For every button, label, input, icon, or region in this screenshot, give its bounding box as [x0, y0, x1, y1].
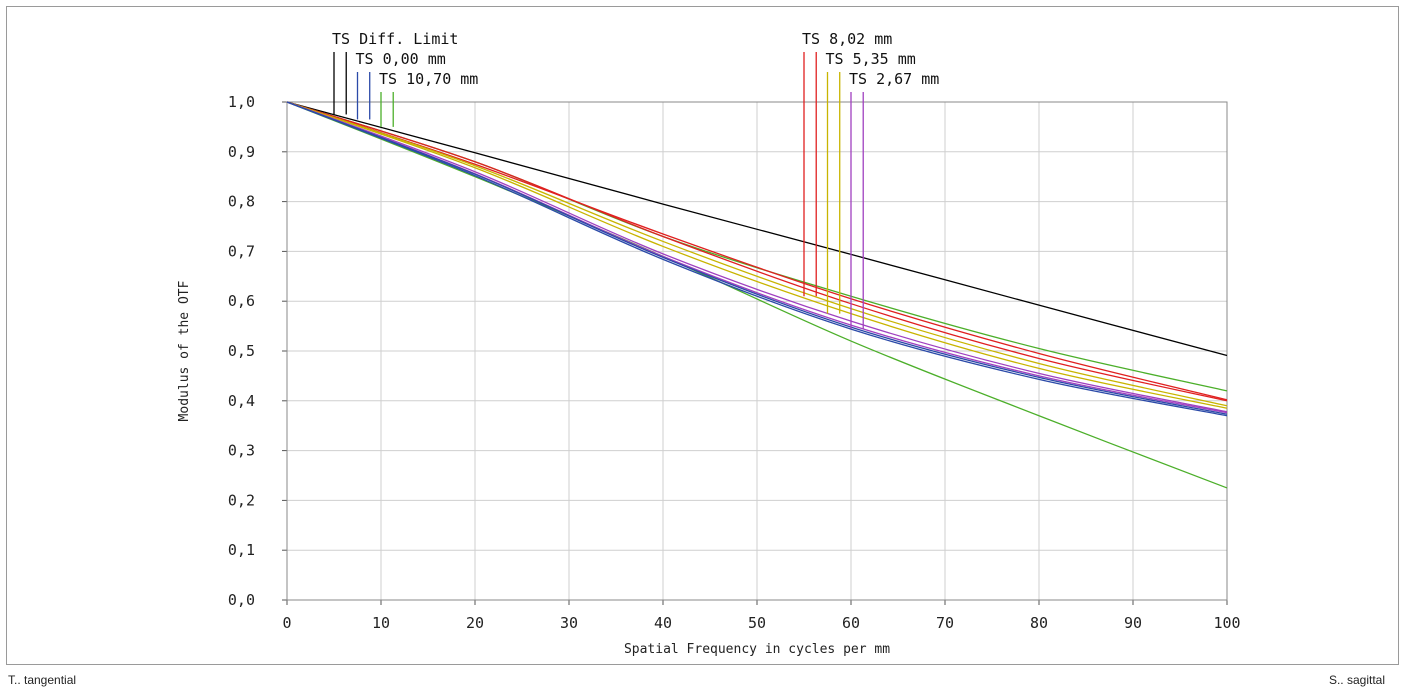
y-tick-label: 0,4	[228, 392, 255, 410]
legend-label: TS 8,02 mm	[802, 30, 892, 48]
y-tick-label: 0,7	[228, 242, 255, 260]
x-tick-label: 10	[372, 614, 390, 632]
y-tick-label: 0,2	[228, 491, 255, 509]
series-line	[286, 101, 1228, 409]
x-tick-label: 40	[654, 614, 672, 632]
series-line	[286, 101, 1228, 417]
x-tick-label: 50	[748, 614, 766, 632]
x-tick-label: 70	[936, 614, 954, 632]
y-tick-label: 0,0	[228, 591, 255, 609]
plot-border	[286, 101, 1228, 601]
legend-label: TS 0,00 mm	[356, 50, 446, 68]
y-tick-label: 0,9	[228, 143, 255, 161]
y-tick-label: 0,1	[228, 541, 255, 559]
chart-frame	[6, 6, 1399, 665]
y-tick-label: 0,5	[228, 342, 255, 360]
y-tick-label: 0,3	[228, 442, 255, 460]
legend-label: TS 10,70 mm	[379, 70, 478, 88]
series-line	[286, 101, 1228, 407]
y-axis-label: Modulus of the OTF	[177, 280, 192, 421]
footnote-tangential: T.. tangential	[8, 673, 77, 687]
x-tick-label: 0	[282, 614, 291, 632]
series-line	[286, 101, 1228, 489]
legend-label: TS 2,67 mm	[849, 70, 939, 88]
x-tick-label: 60	[842, 614, 860, 632]
legend-label: TS Diff. Limit	[332, 30, 458, 48]
series-line	[286, 101, 1228, 413]
legend-label: TS 5,35 mm	[826, 50, 916, 68]
x-tick-label: 80	[1030, 614, 1048, 632]
mtf-chart: 0 10 20 30 40 50 60 70 80 90 100 0,0 0,1 0,2 0,3 0,4 0,5…	[177, 30, 1241, 657]
y-tick-label: 1,0	[228, 93, 255, 111]
series-line	[286, 101, 1228, 357]
x-tick-label: 100	[1213, 614, 1240, 632]
series-line	[286, 101, 1228, 402]
y-tick-label: 0,6	[228, 292, 255, 310]
y-tick-label: 0,8	[228, 193, 255, 211]
x-tick-label: 30	[560, 614, 578, 632]
series-line	[286, 101, 1228, 401]
x-axis-label: Spatial Frequency in cycles per mm	[624, 642, 890, 657]
series-line	[286, 101, 1228, 415]
x-tick-label: 20	[466, 614, 484, 632]
x-tick-label: 90	[1124, 614, 1142, 632]
footnote-sagittal: S.. sagittal	[1328, 673, 1385, 687]
